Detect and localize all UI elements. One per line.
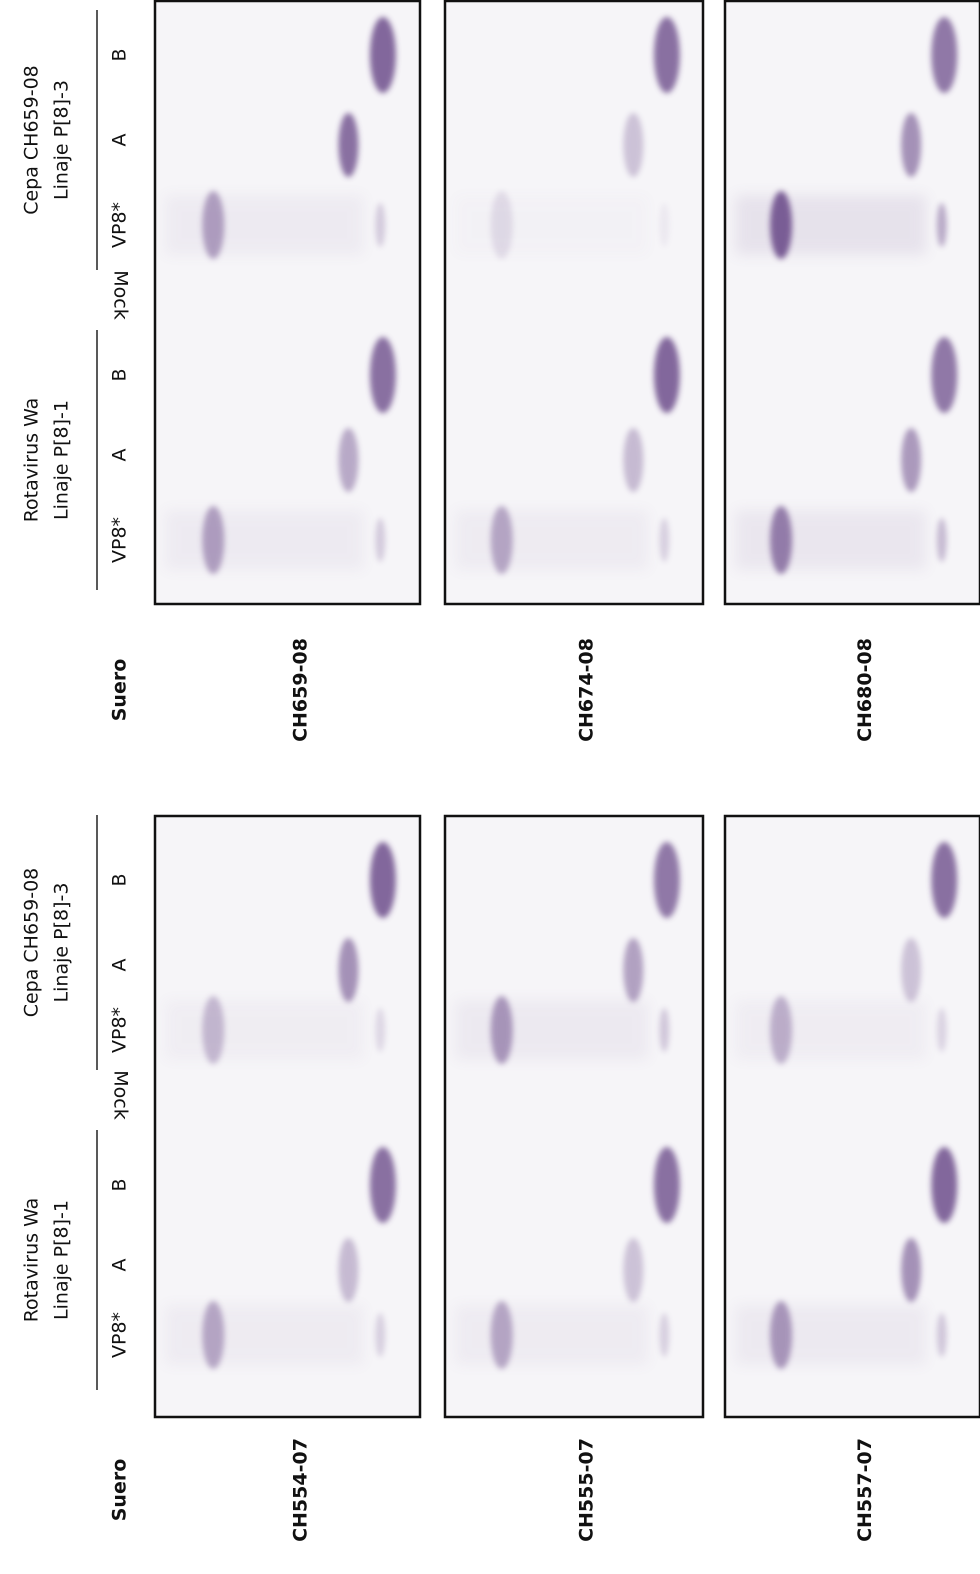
lane-label: A [109,134,131,147]
group-title: Cepa CH659-08 [21,65,43,215]
band [338,1238,358,1302]
band [901,113,921,177]
band [659,1008,669,1052]
lane-label: B [109,368,131,381]
band [370,17,396,93]
lane-smear [735,510,926,570]
band [491,1301,513,1369]
serum-id: CH659-08 [289,638,311,742]
lane-label: VP8* [109,517,131,563]
band [375,203,385,247]
band [931,17,957,93]
band [623,938,643,1002]
band [370,1147,396,1223]
band [491,191,513,259]
serum-id: CH557-07 [854,1438,876,1542]
band [901,428,921,492]
band [937,518,947,562]
lane-smear [455,510,649,570]
mock-label: Mock [110,270,132,319]
lane-label: VP8* [109,202,131,248]
band [654,17,680,93]
band [338,938,358,1002]
serum-id: CH674-08 [575,638,597,742]
lane-label: A [109,449,131,462]
band [770,191,792,259]
lane-smear [455,1000,649,1060]
band [659,1313,669,1357]
band [654,337,680,413]
lane-smear [455,1305,649,1365]
band [931,842,957,918]
serum-id: CH555-07 [575,1438,597,1542]
blot-panel [155,815,420,1418]
band [770,506,792,574]
figure: Suero Rotavirus Wa Linaje P[8]-1 VP8* A B Cepa… [0,0,980,1570]
band [375,518,385,562]
band [370,337,396,413]
group-title: Linaje P[8]-3 [51,883,73,1003]
band [491,996,513,1064]
band [375,1008,385,1052]
lane-label: A [109,1259,131,1272]
lane-label: VP8* [109,1007,131,1053]
group-title: Rotavirus Wa [21,1198,43,1323]
lane-label: VP8* [109,1312,131,1358]
lane-smear [165,1000,364,1060]
serum-id: CH554-07 [289,1438,311,1542]
band [659,203,669,247]
band [202,191,224,259]
band [202,996,224,1064]
blot-panel [445,815,703,1418]
band [931,337,957,413]
band [202,506,224,574]
band [338,113,358,177]
band [937,203,947,247]
lane-smear [735,195,926,255]
band [931,1147,957,1223]
serum-id: CH680-08 [854,638,876,742]
group-title: Rotavirus Wa [21,398,43,523]
lane-smear [165,510,364,570]
band [202,1301,224,1369]
serum-label: Suero [109,659,131,722]
mock-label: Mock [110,1070,132,1119]
lane-label: B [109,1178,131,1191]
group-title: Linaje P[8]-3 [51,80,73,200]
group-title: Linaje P[8]-1 [51,1200,73,1320]
lane-smear [735,1305,926,1365]
blot-panel [725,815,980,1418]
band [937,1313,947,1357]
lane-smear [455,195,649,255]
group-title: Linaje P[8]-1 [51,400,73,520]
band [770,1301,792,1369]
blot-panel [725,0,980,605]
band [654,1147,680,1223]
band [623,1238,643,1302]
band [370,842,396,918]
band [937,1008,947,1052]
lane-smear [165,1305,364,1365]
lane-smear [735,1000,926,1060]
lane-label: B [109,873,131,886]
group-title: Cepa CH659-08 [21,868,43,1018]
serum-label: Suero [109,1459,131,1522]
band [375,1313,385,1357]
band [901,938,921,1002]
blot-panel [155,0,420,605]
band [659,518,669,562]
band [901,1238,921,1302]
lane-label: A [109,959,131,972]
blot-panel [445,0,703,605]
band [623,113,643,177]
band [654,842,680,918]
lane-label: B [109,48,131,61]
band [491,506,513,574]
band [770,996,792,1064]
band [623,428,643,492]
band [338,428,358,492]
lane-smear [165,195,364,255]
